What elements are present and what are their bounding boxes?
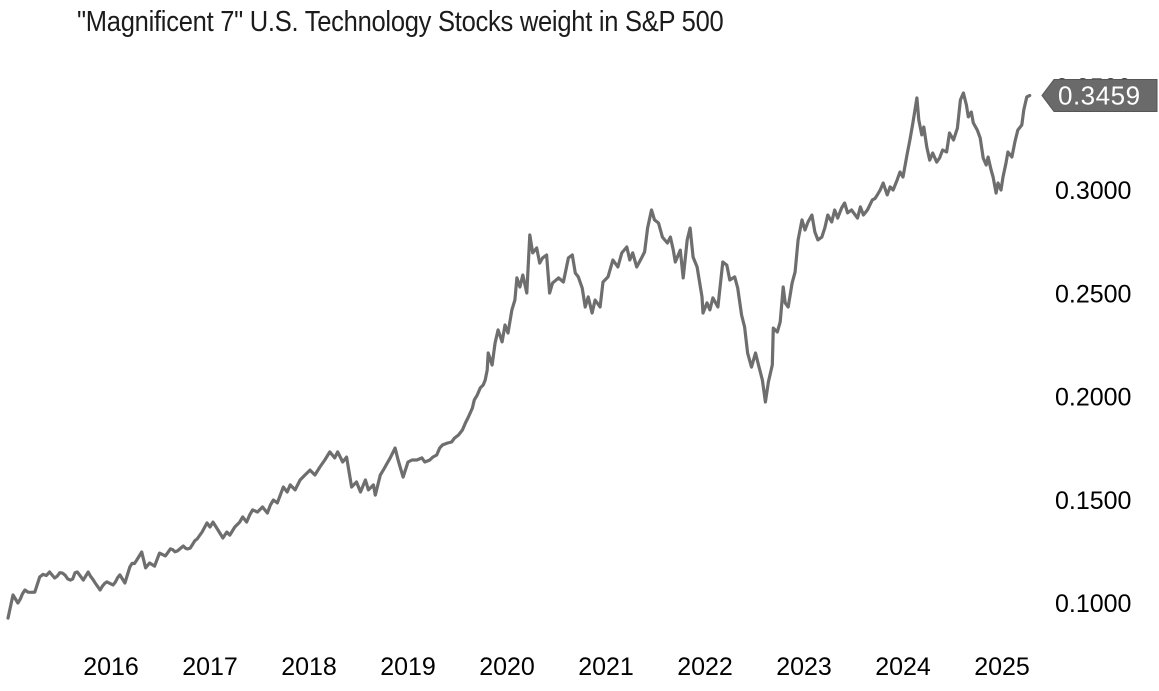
x-tick-label: 2019	[380, 653, 436, 681]
y-tick-label: 0.1000	[1055, 590, 1131, 618]
x-tick-label: 2022	[677, 653, 733, 681]
x-tick-label: 2025	[974, 653, 1030, 681]
x-tick-label: 2024	[875, 653, 931, 681]
x-tick-label: 2016	[83, 653, 139, 681]
y-tick-label: 0.2000	[1055, 384, 1131, 412]
x-tick-label: 2018	[281, 653, 337, 681]
y-tick-label: 0.2500	[1055, 280, 1131, 308]
x-axis-tick-labels: 2016 2017 2018 2019 2020 2021 2022 2023 2024 2025	[83, 653, 1030, 681]
x-tick-label: 2023	[776, 653, 832, 681]
x-tick-label: 2021	[578, 653, 634, 681]
y-tick-label: 0.3000	[1055, 177, 1131, 205]
last-value-badge: 0.3459	[1041, 78, 1158, 112]
chart-title: "Magnificent 7" U.S. Technology Stocks w…	[77, 6, 724, 38]
series-line	[6, 91, 1032, 620]
x-tick-label: 2020	[479, 653, 535, 681]
last-value-badge-label: 0.3459	[1058, 80, 1141, 110]
y-tick-label: 0.1500	[1055, 487, 1131, 515]
x-tick-label: 2017	[182, 653, 238, 681]
last-value-badge-shape	[1041, 78, 1158, 112]
